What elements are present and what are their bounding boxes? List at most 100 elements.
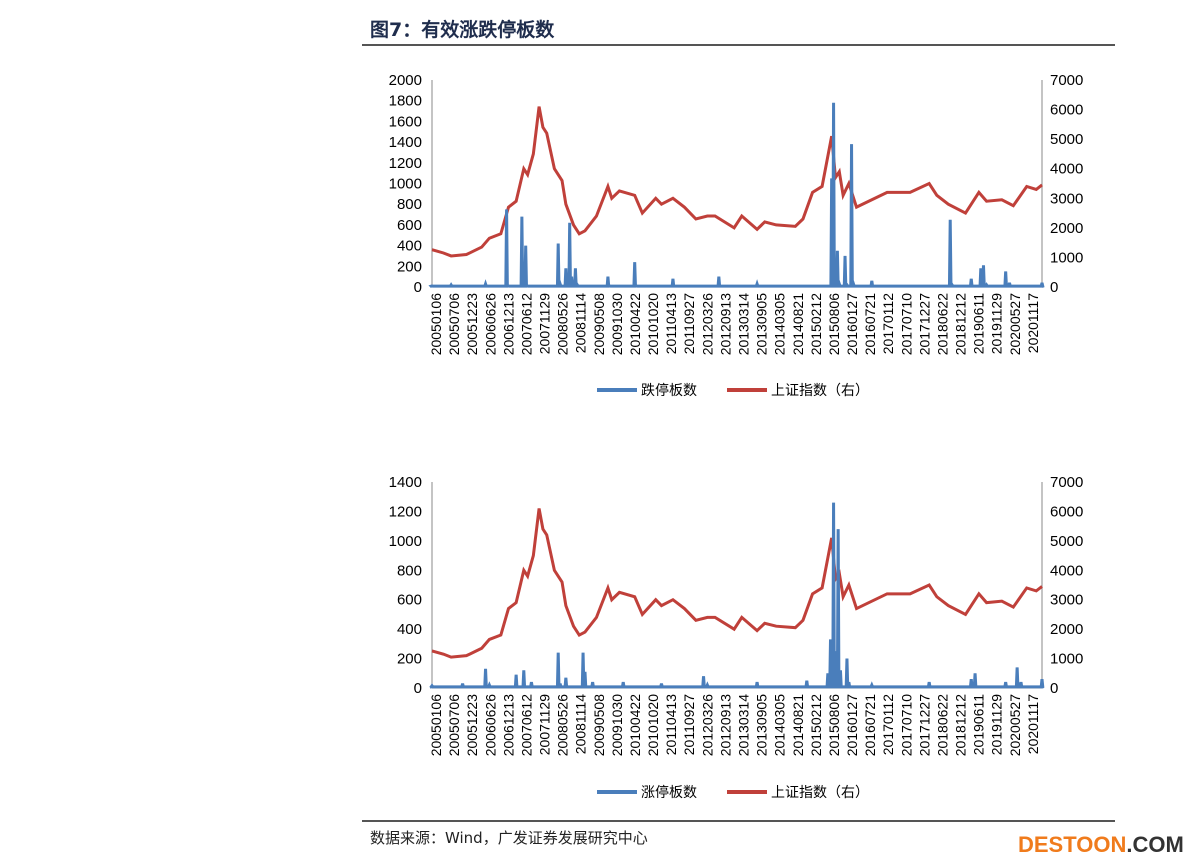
x-tick-label: 20081114 <box>573 694 589 754</box>
left-tick-label: 800 <box>397 562 422 579</box>
left-tick-label: 0 <box>414 680 422 697</box>
left-tick-label: 0 <box>414 279 422 296</box>
x-tick-label: 20171227 <box>916 694 932 757</box>
x-tick-label: 20171227 <box>916 293 932 356</box>
x-tick-label: 20191129 <box>989 293 1005 354</box>
legend-label-count: 涨停板数 <box>641 784 697 800</box>
x-tick-label: 20140821 <box>790 293 806 356</box>
x-tick-label: 20200527 <box>1007 694 1023 757</box>
x-tick-label: 20150806 <box>826 293 842 356</box>
figure-title: 图7：有效涨跌停板数 <box>370 19 555 41</box>
right-tick-label: 6000 <box>1050 503 1083 520</box>
right-tick-label: 1000 <box>1050 249 1083 266</box>
series-count-line <box>429 502 1045 689</box>
x-tick-label: 20140305 <box>772 293 788 356</box>
x-tick-label: 20050706 <box>446 293 462 356</box>
series-sse-index-line <box>431 106 1043 258</box>
x-tick-label: 20150806 <box>826 694 842 757</box>
x-tick-label: 20100422 <box>627 694 643 757</box>
x-tick-label: 20160721 <box>862 694 878 757</box>
right-tick-label: 5000 <box>1050 533 1083 550</box>
x-tick-label: 20060626 <box>482 293 498 356</box>
x-tick-label: 20190611 <box>971 694 987 755</box>
x-tick-label: 20160721 <box>862 293 878 356</box>
legend-label-index: 上证指数（右） <box>771 784 869 800</box>
x-tick-label: 20101020 <box>645 694 661 757</box>
x-tick-label: 20080526 <box>555 293 571 356</box>
x-tick-label: 20160127 <box>844 293 860 356</box>
x-tick-label: 20130314 <box>735 694 751 757</box>
left-tick-label: 800 <box>397 196 422 213</box>
x-tick-label: 20080526 <box>555 694 571 757</box>
x-tick-label: 20050106 <box>428 694 444 757</box>
x-tick-label: 20130314 <box>735 293 751 356</box>
right-tick-label: 4000 <box>1050 562 1083 579</box>
left-tick-label: 200 <box>397 651 422 668</box>
left-tick-label: 1200 <box>389 155 422 172</box>
x-tick-label: 20071129 <box>537 694 553 755</box>
x-tick-label: 20061213 <box>500 293 516 356</box>
left-tick-label: 600 <box>397 592 422 609</box>
watermark-brand: DESTOON <box>1018 832 1127 857</box>
right-tick-label: 2000 <box>1050 621 1083 638</box>
divider <box>362 44 1115 46</box>
x-tick-label: 20120326 <box>699 694 715 757</box>
x-tick-label: 20070612 <box>518 694 534 757</box>
left-tick-label: 1000 <box>389 176 422 193</box>
x-tick-label: 20090508 <box>591 293 607 356</box>
x-tick-label: 20201117 <box>1025 694 1041 754</box>
series-count-line <box>428 102 1045 289</box>
x-tick-label: 20190611 <box>971 293 987 354</box>
right-tick-label: 7000 <box>1050 72 1083 89</box>
x-tick-label: 20150212 <box>808 293 824 356</box>
x-tick-label: 20120913 <box>717 694 733 757</box>
x-tick-label: 20181212 <box>953 694 969 757</box>
right-tick-label: 2000 <box>1050 220 1083 237</box>
watermark: DESTOON.COM <box>1018 832 1184 858</box>
x-tick-label: 20100422 <box>627 293 643 356</box>
right-tick-label: 5000 <box>1050 131 1083 148</box>
x-tick-label: 20120913 <box>717 293 733 356</box>
x-tick-label: 20181212 <box>953 293 969 356</box>
x-tick-label: 20140305 <box>772 694 788 757</box>
left-tick-label: 400 <box>397 238 422 255</box>
source-note: 数据来源：Wind，广发证券发展研究中心 <box>370 829 648 847</box>
x-tick-label: 20110927 <box>681 694 697 755</box>
x-tick-label: 20050706 <box>446 694 462 757</box>
x-tick-label: 20101020 <box>645 293 661 356</box>
x-tick-label: 20170112 <box>880 694 896 755</box>
x-tick-label: 20110413 <box>663 293 679 354</box>
x-tick-label: 20051223 <box>464 694 480 757</box>
x-tick-label: 20091030 <box>609 694 625 757</box>
x-tick-label: 20051223 <box>464 293 480 356</box>
legend-label-count: 跌停板数 <box>641 382 697 398</box>
x-tick-label: 20201117 <box>1025 293 1041 353</box>
left-tick-label: 400 <box>397 621 422 638</box>
x-tick-label: 20081114 <box>573 293 589 353</box>
x-tick-label: 20191129 <box>989 694 1005 755</box>
right-tick-label: 3000 <box>1050 592 1083 609</box>
left-tick-label: 1400 <box>389 134 422 151</box>
x-tick-label: 20071129 <box>537 293 553 354</box>
x-tick-label: 20070612 <box>518 293 534 356</box>
watermark-suffix: .COM <box>1126 832 1184 857</box>
x-tick-label: 20170112 <box>880 293 896 354</box>
right-tick-label: 4000 <box>1050 161 1083 178</box>
left-tick-label: 1800 <box>389 93 422 110</box>
left-tick-label: 1600 <box>389 113 422 130</box>
x-tick-label: 20140821 <box>790 694 806 757</box>
right-tick-label: 1000 <box>1050 651 1083 668</box>
x-tick-label: 20200527 <box>1007 293 1023 356</box>
x-tick-label: 20060626 <box>482 694 498 757</box>
left-tick-label: 600 <box>397 217 422 234</box>
right-tick-label: 3000 <box>1050 190 1083 207</box>
x-tick-label: 20130905 <box>754 293 770 356</box>
x-tick-label: 20180622 <box>934 694 950 757</box>
x-tick-label: 20150212 <box>808 694 824 757</box>
left-tick-label: 2000 <box>389 72 422 89</box>
left-tick-label: 1000 <box>389 533 422 550</box>
x-tick-label: 20110413 <box>663 694 679 755</box>
right-tick-label: 6000 <box>1050 102 1083 119</box>
x-tick-label: 20091030 <box>609 293 625 356</box>
x-tick-label: 20170710 <box>898 293 914 356</box>
